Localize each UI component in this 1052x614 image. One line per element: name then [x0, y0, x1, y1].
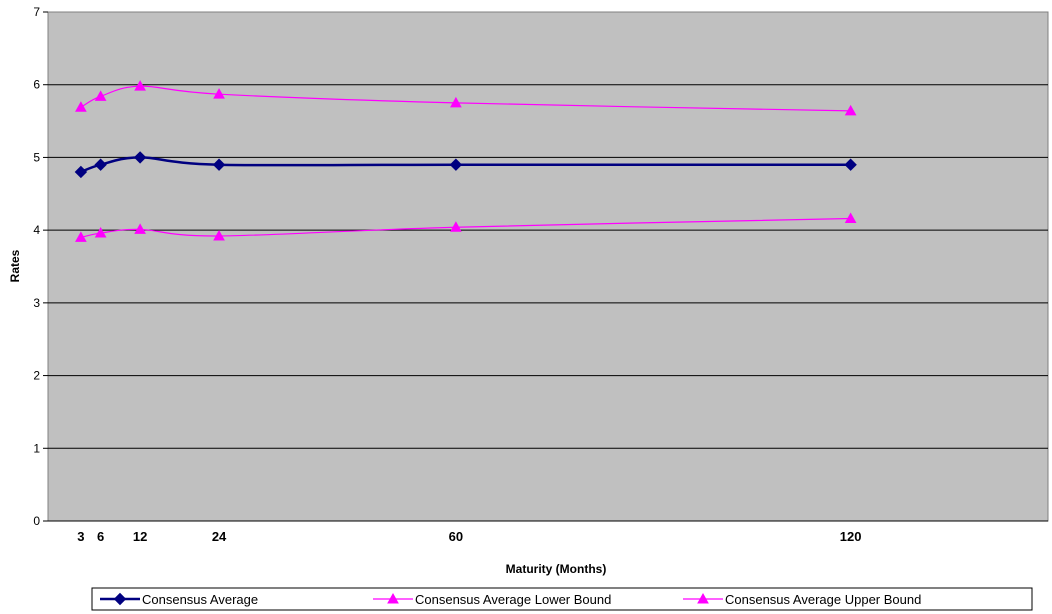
- series-1-point-12: [133, 151, 147, 164]
- series-3: [75, 80, 857, 116]
- series-3-point-24: [213, 88, 225, 99]
- y-tick-label-1: 1: [33, 441, 40, 455]
- series-2-point-24: [213, 229, 225, 241]
- series-2-point-6: [94, 227, 107, 238]
- y-axis-ticks: 0 1 2 3 4 5 6 7: [33, 5, 48, 528]
- y-tick-label-7: 7: [33, 5, 40, 19]
- legend-marker-1: [113, 592, 127, 606]
- series-1-point-3: [74, 165, 88, 179]
- legend-item-1: Consensus Average: [100, 592, 258, 607]
- series-3-point-60: [450, 96, 462, 108]
- series-2-line: [80, 217, 851, 238]
- legend-item-2: Consensus Average Lower Bound: [373, 592, 611, 607]
- y-tick-label-5: 5: [33, 150, 40, 164]
- series-1: [74, 151, 857, 179]
- series-layer: [74, 80, 857, 242]
- x-tick-label-3: 3: [77, 529, 84, 544]
- y-tick-label-4: 4: [33, 223, 40, 237]
- plot-area: [47, 11, 1049, 522]
- series-1-point-6: [94, 158, 107, 171]
- series-3-point-120: [844, 104, 857, 116]
- series-2-point-3: [75, 231, 87, 242]
- y-tick-label-6: 6: [33, 78, 40, 92]
- series-1-point-24: [212, 158, 226, 171]
- series-2-point-120: [844, 212, 857, 224]
- x-axis-title: Maturity (Months): [506, 562, 607, 576]
- y-tick-label-0: 0: [33, 514, 40, 528]
- series-3-line: [80, 85, 851, 112]
- y-tick-label-2: 2: [33, 369, 40, 383]
- legend: Consensus Average Consensus Average Lower…: [91, 587, 1033, 611]
- y-axis-title: Rates: [8, 249, 22, 282]
- legend-box: [91, 587, 1033, 611]
- legend-marker-2: [387, 592, 399, 604]
- x-tick-label-6: 6: [97, 529, 104, 544]
- legend-item-3: Consensus Average Upper Bound: [683, 592, 921, 607]
- series-2-point-60: [450, 221, 462, 232]
- x-axis-ticks: 3 6 12 24 60 120: [48, 520, 1048, 544]
- legend-label-1: Consensus Average: [142, 592, 258, 607]
- series-1-point-120: [844, 158, 857, 171]
- series-3-point-6: [94, 90, 107, 101]
- x-tick-label-60: 60: [449, 529, 463, 544]
- series-2: [75, 212, 857, 242]
- gridlines: [48, 84, 1048, 449]
- y-tick-label-3: 3: [33, 296, 40, 310]
- legend-label-2: Consensus Average Lower Bound: [415, 592, 611, 607]
- series-1-point-60: [449, 158, 463, 171]
- x-tick-label-120: 120: [840, 529, 862, 544]
- x-tick-label-12: 12: [133, 529, 147, 544]
- series-2-point-12: [134, 223, 146, 234]
- legend-marker-3: [697, 592, 709, 604]
- x-tick-label-24: 24: [212, 529, 227, 544]
- series-3-point-3: [75, 101, 87, 112]
- legend-label-3: Consensus Average Upper Bound: [725, 592, 921, 607]
- series-3-point-12: [134, 80, 146, 91]
